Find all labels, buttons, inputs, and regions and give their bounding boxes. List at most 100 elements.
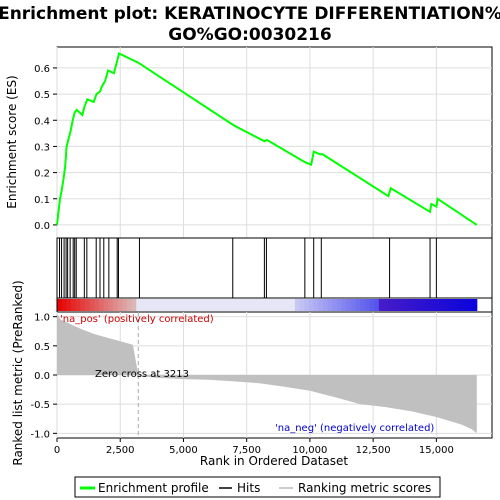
colorbar-segment bbox=[178, 299, 184, 311]
colorbar-segment bbox=[392, 299, 399, 311]
metric-ytick-label: -1.0 bbox=[30, 429, 50, 440]
chart-title-line2: GO%GO:0030216 bbox=[168, 25, 331, 45]
colorbar-segment bbox=[145, 299, 151, 311]
colorbar-segment bbox=[425, 299, 431, 311]
metric-axis-label: Ranked list metric (PreRanked) bbox=[11, 280, 25, 465]
legend-ranking-label: Ranking metric scores bbox=[298, 481, 431, 495]
colorbar-segment bbox=[360, 299, 366, 311]
legend-enrichment-label: Enrichment profile bbox=[98, 481, 209, 495]
colorbar-segment bbox=[196, 299, 203, 311]
hits-panel bbox=[56, 237, 493, 299]
ranked-metric-panel: 1.0 0.5 0.0 -0.5 -1.0 'na_pos' (positively c… bbox=[11, 280, 493, 468]
es-ytick-label: 0.0 bbox=[34, 221, 50, 232]
colorbar-segment bbox=[271, 299, 277, 311]
zero-cross-label: Zero cross at 3213 bbox=[95, 369, 189, 380]
neg-correlation-label: 'na_neg' (negatively correlated) bbox=[275, 423, 434, 434]
colorbar-segment bbox=[238, 299, 245, 311]
colorbar-segment bbox=[294, 299, 301, 311]
x-tick-label: 15,000 bbox=[419, 445, 454, 456]
colorbar-segment bbox=[313, 299, 319, 311]
colorbar-segment bbox=[388, 299, 394, 311]
colorbar-segment bbox=[420, 299, 427, 311]
colorbar-segment bbox=[131, 299, 137, 311]
colorbar-segment bbox=[98, 299, 105, 311]
colorbar-segment bbox=[462, 299, 468, 311]
colorbar-segment bbox=[210, 299, 217, 311]
colorbar-segment bbox=[332, 299, 338, 311]
colorbar-segment bbox=[257, 299, 263, 311]
colorbar-segment bbox=[406, 299, 413, 311]
colorbar-segment bbox=[439, 299, 445, 311]
colorbar-segment bbox=[444, 299, 450, 311]
colorbar-segment bbox=[243, 299, 249, 311]
colorbar-segment bbox=[467, 299, 473, 311]
es-axis-label: Enrichment score (ES) bbox=[5, 75, 19, 208]
colorbar-segment bbox=[374, 299, 380, 311]
es-ytick-label: 0.4 bbox=[34, 116, 50, 127]
colorbar-segment bbox=[248, 299, 254, 311]
colorbar-segment bbox=[472, 299, 478, 311]
colorbar-segment bbox=[299, 299, 305, 311]
colorbar-segment bbox=[448, 299, 455, 311]
colorbar-segment bbox=[140, 299, 147, 311]
colorbar-segment bbox=[453, 299, 459, 311]
x-tick-label: 12,500 bbox=[356, 445, 391, 456]
colorbar-segment bbox=[262, 299, 268, 311]
colorbar-segment bbox=[280, 299, 287, 311]
colorbar-segment bbox=[378, 299, 385, 311]
colorbar-segment bbox=[224, 299, 231, 311]
colorbar-segment bbox=[430, 299, 436, 311]
x-tick-label: 0 bbox=[54, 445, 60, 456]
colorbar-segment bbox=[276, 299, 282, 311]
colorbar-segment bbox=[364, 299, 371, 311]
colorbar-segment bbox=[80, 299, 86, 311]
es-ytick-label: 0.6 bbox=[34, 64, 50, 75]
colorbar-segment bbox=[416, 299, 422, 311]
x-axis-label: Rank in Ordered Dataset bbox=[200, 454, 348, 468]
colorbar-segment bbox=[89, 299, 95, 311]
colorbar-segment bbox=[122, 299, 128, 311]
colorbar-segment bbox=[206, 299, 212, 311]
chart-title-line1: Enrichment plot: KERATINOCYTE DIFFERENTI… bbox=[0, 4, 500, 24]
colorbar-segment bbox=[75, 299, 81, 311]
colorbar-segment bbox=[458, 299, 464, 311]
metric-ytick-label: -0.5 bbox=[30, 400, 50, 411]
colorbar-segment bbox=[252, 299, 259, 311]
colorbar-segment bbox=[108, 299, 114, 311]
es-ytick-label: 0.2 bbox=[34, 169, 50, 180]
legend-hits-label: Hits bbox=[237, 481, 260, 495]
colorbar-segment bbox=[215, 299, 221, 311]
enrichment-profile-line bbox=[56, 52, 478, 226]
colorbar-segment bbox=[103, 299, 109, 311]
colorbar-segment bbox=[434, 299, 441, 311]
colorbar-segment bbox=[346, 299, 352, 311]
ranking-colorbar bbox=[56, 297, 493, 313]
colorbar-segment bbox=[117, 299, 123, 311]
colorbar-segment bbox=[84, 299, 91, 311]
x-tick-label: 7,500 bbox=[232, 445, 261, 456]
colorbar-segment bbox=[229, 299, 235, 311]
colorbar-segment bbox=[173, 299, 179, 311]
colorbar-segment bbox=[136, 299, 142, 311]
colorbar-segment bbox=[308, 299, 315, 311]
x-tick-label: 2,500 bbox=[106, 445, 135, 456]
colorbar-segment bbox=[369, 299, 375, 311]
colorbar-segment bbox=[383, 299, 389, 311]
metric-ytick-label: 0.5 bbox=[34, 342, 50, 353]
colorbar-segment bbox=[192, 299, 198, 311]
colorbar-segment bbox=[350, 299, 357, 311]
ranking-metric-area bbox=[57, 313, 477, 434]
es-panel: 0.0 0.1 0.2 0.3 0.4 0.5 0.6 Enrichment score (… bbox=[5, 46, 493, 239]
colorbar-segment bbox=[285, 299, 291, 311]
colorbar-segment bbox=[322, 299, 329, 311]
colorbar-segment bbox=[220, 299, 226, 311]
legend: Enrichment profile Hits Ranking metric s… bbox=[74, 476, 441, 498]
colorbar-segment bbox=[290, 299, 296, 311]
x-tick-label: 10,000 bbox=[292, 445, 327, 456]
colorbar-segment bbox=[61, 299, 67, 311]
es-ytick-label: 0.1 bbox=[34, 195, 50, 206]
colorbar-segment bbox=[327, 299, 333, 311]
colorbar-segment bbox=[94, 299, 100, 311]
colorbar-segment bbox=[164, 299, 170, 311]
